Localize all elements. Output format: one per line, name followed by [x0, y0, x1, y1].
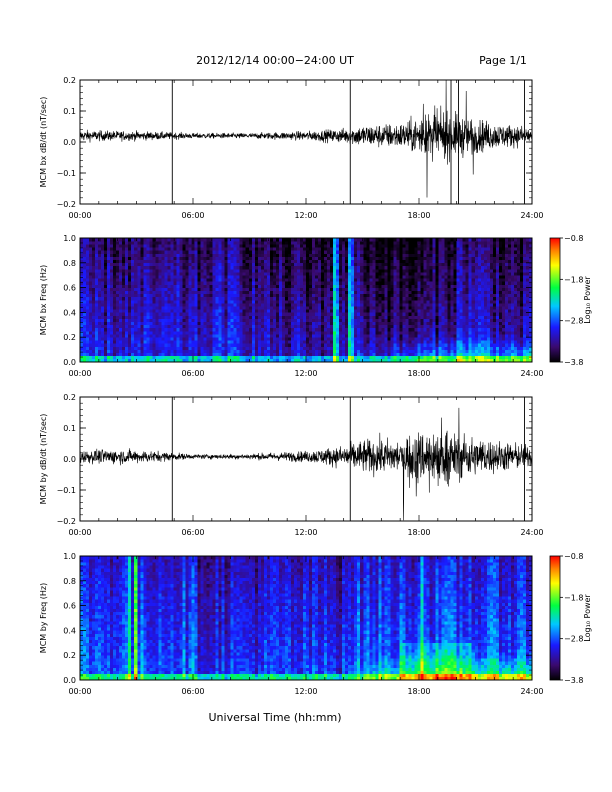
y-tick-label: 0.0 [63, 676, 76, 685]
y-tick-label: 0.0 [63, 455, 76, 464]
x-tick-label: 24:00 [520, 687, 543, 696]
y-tick-label: 0.0 [63, 358, 76, 367]
x-tick-label: 06:00 [181, 211, 204, 220]
x-tick-label: 24:00 [520, 369, 543, 378]
y-tick-label: 1.0 [63, 552, 76, 561]
panel-4: −0.8 −1.8 −2.8 −3.8 Log₁₀ Power 0.0 0.2 0.4 0.6 0… [39, 552, 592, 696]
x-tick-label: 00:00 [68, 687, 91, 696]
x-tick-label: 00:00 [68, 528, 91, 537]
x-tick-label: 24:00 [520, 528, 543, 537]
x-tick-label: 18:00 [407, 369, 430, 378]
spectrogram-cells [80, 238, 533, 363]
colorbar-tick-label: −2.8 [564, 635, 583, 644]
y-axis-label: MCM bx Freq (Hz) [39, 265, 48, 335]
x-axis-label: Universal Time (hh:mm) [209, 711, 342, 724]
colorbar [549, 555, 561, 681]
x-tick-label: 24:00 [520, 211, 543, 220]
colorbar-tick-label: −1.8 [564, 593, 583, 602]
colorbar-tick-label: −2.8 [564, 317, 583, 326]
y-tick-label: 0.4 [63, 308, 76, 317]
y-tick-label: 0.4 [63, 626, 76, 635]
y-tick-label: −0.1 [57, 169, 76, 178]
y-tick-label: −0.2 [57, 517, 76, 526]
plot-frame [79, 79, 533, 205]
trace-line [79, 407, 533, 521]
y-axis-label: MCM by dB/dt (nT/sec) [39, 414, 48, 505]
colorbar-label: Log₁₀ Power [583, 276, 592, 324]
x-tick-label: 18:00 [407, 687, 430, 696]
x-tick-label: 18:00 [407, 528, 430, 537]
colorbar-tick-label: −3.8 [564, 358, 583, 367]
y-tick-label: −0.2 [57, 200, 76, 209]
y-tick-label: 0.2 [63, 651, 76, 660]
y-tick-label: 0.8 [63, 577, 76, 586]
page-number: Page 1/1 [479, 54, 527, 67]
y-tick-label: 0.1 [63, 107, 76, 116]
y-axis-label: MCM by Freq (Hz) [39, 583, 48, 653]
trace-line [79, 79, 533, 198]
x-tick-label: 00:00 [68, 369, 91, 378]
y-tick-label: 0.0 [63, 138, 76, 147]
panel-2: −0.8 −1.8 −2.8 −3.8 Log₁₀ Power 0.0 0.2 0.4 0.6 0… [39, 234, 592, 378]
x-tick-label: 18:00 [407, 211, 430, 220]
y-tick-label: −0.1 [57, 486, 76, 495]
y-tick-label: 0.2 [63, 393, 76, 402]
x-tick-label: 06:00 [181, 528, 204, 537]
y-tick-label: 0.2 [63, 76, 76, 85]
x-tick-label: 12:00 [294, 528, 317, 537]
y-tick-label: 0.8 [63, 259, 76, 268]
panel-3: −0.2 −0.1 0.0 0.1 0.2 00:00 06:00 12:00 18:00 24:… [39, 393, 544, 537]
spectrogram-cells [80, 556, 533, 681]
colorbar-tick-label: −0.8 [564, 552, 583, 561]
x-tick-label: 12:00 [294, 211, 317, 220]
x-tick-label: 12:00 [294, 687, 317, 696]
colorbar-tick-label: −3.8 [564, 676, 583, 685]
x-tick-label: 00:00 [68, 211, 91, 220]
y-tick-label: 1.0 [63, 234, 76, 243]
page-title: 2012/12/14 00:00−24:00 UT [196, 54, 354, 67]
colorbar-tick-label: −1.8 [564, 275, 583, 284]
y-tick-label: 0.2 [63, 333, 76, 342]
y-axis-label: MCM bx dB/dt (nT/sec) [39, 97, 48, 188]
y-tick-label: 0.6 [63, 284, 76, 293]
colorbar-tick-label: −0.8 [564, 234, 583, 243]
x-tick-label: 06:00 [181, 687, 204, 696]
panel-1: −0.2 −0.1 0.0 0.1 0.2 00:00 06:00 12:00 18:00 24:… [39, 76, 544, 220]
colorbar [549, 237, 561, 363]
x-tick-label: 12:00 [294, 369, 317, 378]
y-tick-label: 0.6 [63, 602, 76, 611]
y-tick-label: 0.1 [63, 424, 76, 433]
colorbar-label: Log₁₀ Power [583, 594, 592, 642]
x-tick-label: 06:00 [181, 369, 204, 378]
